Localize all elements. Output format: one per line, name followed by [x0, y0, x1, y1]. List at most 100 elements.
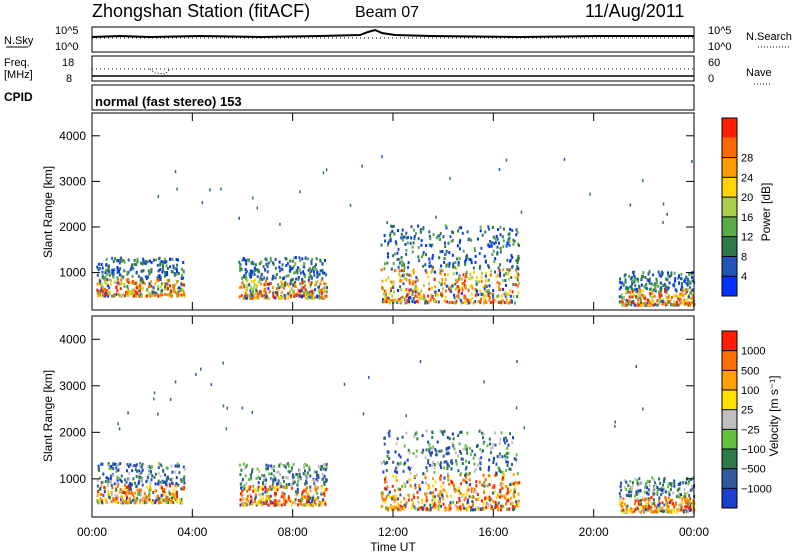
scatter-cell — [177, 286, 180, 290]
scatter-cell — [645, 287, 648, 291]
scatter-cell — [282, 277, 285, 281]
colorbar-segment — [722, 177, 737, 198]
scatter-cell — [281, 296, 284, 300]
scatter-cell — [138, 472, 140, 476]
scatter-cell — [263, 296, 266, 300]
scatter-cell — [496, 245, 499, 249]
scatter-cell — [290, 294, 293, 298]
scatter-cell — [396, 437, 399, 441]
scatter-cell — [673, 301, 676, 305]
scatter-cell — [500, 294, 503, 298]
scatter-cell — [257, 481, 260, 485]
scatter-cell — [259, 276, 262, 280]
scatter-cell — [465, 481, 468, 484]
velocity-ylabel: Slant Range [km] — [41, 370, 55, 462]
scatter-cell — [274, 258, 277, 261]
scatter-cell — [288, 284, 290, 288]
scatter-cell — [438, 493, 441, 497]
scatter-cell — [688, 494, 691, 498]
scatter-cell — [634, 494, 637, 498]
scatter-cell — [642, 271, 645, 275]
scatter-cell — [437, 288, 440, 292]
scatter-cell — [439, 272, 442, 275]
scatter-cell — [157, 284, 160, 288]
scatter-cell — [399, 500, 402, 504]
scatter-cell — [165, 483, 168, 487]
scatter-cell — [118, 490, 121, 494]
scatter-cell — [659, 291, 662, 295]
scatter-cell — [110, 480, 112, 484]
scatter-cell — [313, 288, 316, 292]
scatter-cell — [636, 290, 639, 294]
scatter-cell — [127, 270, 130, 274]
scatter-cell — [663, 490, 666, 494]
scatter-cell — [275, 503, 278, 507]
scatter-cell — [631, 510, 634, 514]
scatter-cell — [131, 266, 134, 270]
scatter-cell — [637, 278, 640, 282]
scatter-cell — [449, 235, 452, 239]
scatter-cell — [514, 283, 517, 287]
scatter-cell — [149, 484, 151, 487]
scatter-cell — [653, 478, 655, 482]
scatter-cell — [668, 501, 671, 505]
scatter-cell — [491, 253, 494, 257]
x-tick-label: 00:00 — [679, 525, 709, 539]
scatter-cell — [657, 509, 660, 513]
scatter-cell — [482, 502, 485, 506]
scatter-cell — [513, 301, 516, 305]
scatter-cell — [484, 230, 487, 234]
scatter-cell — [110, 484, 113, 487]
scatter-cell — [686, 298, 689, 302]
scatter-cell — [157, 481, 160, 485]
scatter-cell — [261, 487, 264, 491]
scatter-cell — [182, 270, 185, 274]
scatter-cell — [309, 474, 312, 478]
scatter-cell — [115, 496, 118, 500]
scatter-cell — [402, 469, 405, 473]
scatter-cell — [670, 303, 673, 307]
scatter-cell — [480, 292, 483, 296]
scatter-cell — [433, 502, 436, 506]
scatter-cell — [494, 506, 497, 510]
scatter-cell — [317, 273, 320, 277]
scatter-cell — [177, 271, 180, 275]
scatter-cell — [267, 261, 270, 265]
scatter-cell — [154, 293, 157, 297]
scatter-cell — [282, 286, 285, 290]
scatter-cell — [381, 155, 383, 159]
scatter-cell — [294, 256, 297, 259]
scatter-cell — [157, 471, 160, 475]
scatter-cell — [457, 454, 460, 458]
scatter-cell — [139, 475, 142, 479]
scatter-cell — [512, 482, 515, 486]
scatter-cell — [406, 273, 408, 276]
scatter-cell — [486, 497, 489, 501]
scatter-cell — [241, 489, 244, 493]
scatter-cell — [660, 299, 663, 303]
scatter-cell — [245, 275, 247, 279]
scatter-cell — [174, 283, 177, 287]
scatter-cell — [450, 290, 453, 294]
scatter-cell — [485, 300, 488, 304]
scatter-cell — [634, 301, 636, 305]
scatter-cell — [437, 293, 439, 297]
scatter-cell — [106, 265, 109, 269]
scatter-cell — [492, 289, 495, 293]
scatter-cell — [430, 270, 433, 274]
scatter-cell — [662, 488, 665, 492]
scatter-cell — [397, 229, 399, 233]
scatter-cell — [690, 273, 693, 277]
scatter-cell — [117, 270, 120, 273]
scatter-cell — [388, 490, 391, 494]
scatter-cell — [249, 269, 252, 273]
scatter-cell — [492, 235, 495, 239]
scatter-cell — [507, 292, 510, 296]
scatter-cell — [642, 504, 644, 508]
scatter-cell — [667, 286, 670, 290]
scatter-cell — [416, 490, 419, 494]
scatter-cell — [432, 266, 434, 270]
scatter-cell — [248, 487, 251, 491]
scatter-cell — [273, 469, 275, 473]
scatter-cell — [508, 507, 511, 511]
